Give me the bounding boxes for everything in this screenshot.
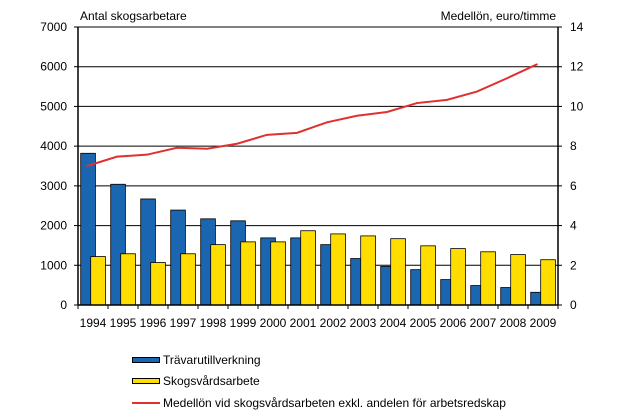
bar-skogsvardsarbete bbox=[510, 254, 526, 306]
left-axis-title: Antal skogsarbetare bbox=[80, 9, 187, 23]
y-tick-label-right: 4 bbox=[570, 219, 577, 233]
y-tick-label-right: 0 bbox=[570, 298, 577, 312]
y-tick-label-right: 6 bbox=[570, 179, 577, 193]
line-point bbox=[176, 146, 178, 149]
legend-label: Medellön vid skogsvårdsarbeten exkl. and… bbox=[163, 396, 506, 410]
y-tick-label-left: 0 bbox=[60, 298, 67, 312]
legend-item-skogsvardsarbete: Skogsvårdsarbete bbox=[132, 374, 260, 388]
line-point bbox=[416, 102, 418, 104]
line-point bbox=[86, 165, 88, 167]
x-tick-label: 1999 bbox=[230, 316, 257, 330]
chart-svg: 0 1000 2000 3000 4000 5000 6000 7000 0 2 4 6 8 10 12 14… bbox=[40, 9, 584, 330]
line-point bbox=[326, 121, 328, 124]
line-point bbox=[206, 147, 208, 150]
x-tick-label: 2007 bbox=[470, 316, 497, 330]
line-point bbox=[446, 99, 448, 101]
y-tick-label-left: 3000 bbox=[40, 179, 67, 193]
legend-swatch-yellow bbox=[132, 378, 160, 384]
bar-skogsvardsarbete bbox=[210, 244, 226, 306]
line-point bbox=[116, 155, 118, 158]
x-tick-label: 1998 bbox=[200, 316, 227, 330]
y-tick-label-right: 12 bbox=[570, 60, 584, 74]
y-tick-label-left: 5000 bbox=[40, 99, 67, 113]
line-point bbox=[386, 111, 388, 113]
x-tick-label: 1996 bbox=[140, 316, 167, 330]
bar-skogsvardsarbete bbox=[390, 238, 406, 306]
legend-label: Skogsvårdsarbete bbox=[163, 374, 260, 388]
x-tick-label: 1994 bbox=[80, 316, 107, 330]
x-tick-label: 2009 bbox=[530, 316, 557, 330]
x-tick-label: 2005 bbox=[410, 316, 437, 330]
bar-skogsvardsarbete bbox=[240, 241, 256, 306]
x-tick-label: 2002 bbox=[320, 316, 347, 330]
x-tick-label: 2004 bbox=[380, 316, 407, 330]
bar-skogsvardsarbete bbox=[90, 256, 106, 306]
bar-skogsvardsarbete bbox=[150, 262, 166, 306]
bar-skogsvardsarbete bbox=[480, 251, 496, 306]
y-tick-label-right: 8 bbox=[570, 139, 577, 153]
legend-item-travarutillverkning: Trävarutillverkning bbox=[132, 353, 261, 367]
y-tick-label-left: 2000 bbox=[40, 219, 67, 233]
line-point bbox=[146, 153, 148, 156]
x-tick-label: 2008 bbox=[500, 316, 527, 330]
bar-skogsvardsarbete bbox=[540, 259, 556, 306]
line-point bbox=[506, 77, 508, 80]
y-tick-label-left: 4000 bbox=[40, 139, 67, 153]
bar-skogsvardsarbete bbox=[270, 241, 286, 306]
x-tick-label: 2001 bbox=[290, 316, 317, 330]
x-tick-label: 1997 bbox=[170, 316, 197, 330]
line-point bbox=[536, 63, 538, 66]
y-tick-label-right: 10 bbox=[570, 99, 584, 113]
line-point bbox=[236, 142, 238, 145]
x-tick-label: 1995 bbox=[110, 316, 137, 330]
legend-label: Trävarutillverkning bbox=[163, 353, 261, 367]
x-tick-label: 2006 bbox=[440, 316, 467, 330]
line-point bbox=[356, 114, 358, 117]
y-tick-label-left: 6000 bbox=[40, 60, 67, 74]
y-tick-label-right: 2 bbox=[570, 258, 577, 272]
bar-skogsvardsarbete bbox=[420, 245, 436, 306]
bar-skogsvardsarbete bbox=[300, 230, 316, 306]
y-tick-label-right: 14 bbox=[570, 20, 584, 34]
x-tick-label: 2000 bbox=[260, 316, 287, 330]
bar-skogsvardsarbete bbox=[450, 248, 466, 306]
line-point bbox=[476, 90, 478, 93]
legend-swatch-blue bbox=[132, 357, 160, 363]
y-tick-label-left: 1000 bbox=[40, 258, 67, 272]
y-tick-label-left: 7000 bbox=[40, 20, 67, 34]
legend-line-red bbox=[132, 402, 160, 404]
bar-skogsvardsarbete bbox=[120, 253, 136, 306]
bar-skogsvardsarbete bbox=[360, 235, 376, 306]
right-axis-title: Medellön, euro/timme bbox=[441, 9, 557, 23]
line-point bbox=[266, 134, 268, 136]
line-point bbox=[296, 132, 298, 134]
bar-skogsvardsarbete bbox=[180, 253, 196, 306]
bar-skogsvardsarbete bbox=[330, 233, 346, 306]
legend-item-medellon: Medellön vid skogsvårdsarbeten exkl. and… bbox=[132, 396, 506, 410]
x-tick-label: 2003 bbox=[350, 316, 377, 330]
line-medellon bbox=[86, 63, 538, 167]
